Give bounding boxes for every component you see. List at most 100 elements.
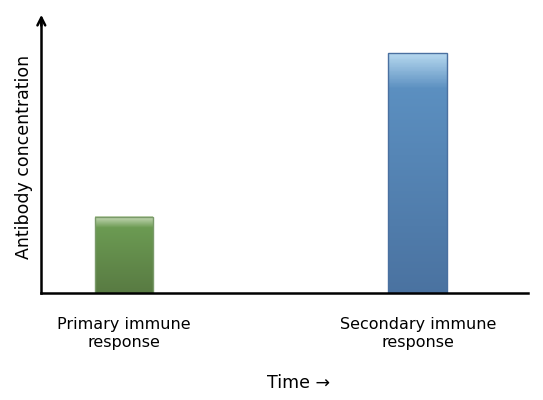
Bar (388, 124, 447, 125)
Bar (94, 239, 153, 240)
Bar (94, 292, 153, 293)
Bar (388, 191, 447, 192)
Bar (388, 190, 447, 191)
Bar (388, 168, 447, 169)
Bar (94, 220, 153, 221)
Bar (388, 184, 447, 185)
Bar (94, 234, 153, 235)
Bar (388, 159, 447, 160)
Bar (388, 79, 447, 80)
Bar (388, 175, 447, 176)
Bar (94, 233, 153, 234)
Bar (388, 286, 447, 287)
Bar (94, 256, 153, 257)
Bar (388, 205, 447, 206)
Bar (94, 222, 153, 223)
Bar (94, 241, 153, 242)
Bar (94, 231, 153, 232)
Bar (94, 249, 153, 250)
Bar (94, 267, 153, 268)
Bar (94, 262, 153, 263)
Bar (94, 250, 153, 251)
Bar (94, 252, 153, 253)
Bar (388, 118, 447, 119)
Bar (388, 189, 447, 190)
Bar (388, 128, 447, 129)
Bar (94, 283, 153, 284)
Bar (388, 176, 447, 177)
Bar (388, 264, 447, 265)
Bar (94, 238, 153, 239)
Bar (388, 131, 447, 132)
Bar (94, 271, 153, 272)
Bar (388, 105, 447, 106)
Y-axis label: Antibody concentration: Antibody concentration (15, 54, 33, 259)
Bar (388, 252, 447, 253)
Bar (94, 292, 153, 293)
Bar (388, 239, 447, 240)
Bar (388, 289, 447, 290)
Bar (94, 251, 153, 252)
Bar (94, 229, 153, 230)
Bar (388, 84, 447, 85)
Bar (94, 256, 153, 257)
Bar (388, 201, 447, 202)
Bar (388, 273, 447, 274)
Bar (388, 171, 447, 172)
Bar (388, 233, 447, 234)
Bar (388, 60, 447, 61)
Bar (94, 288, 153, 289)
Bar (94, 275, 153, 276)
Bar (388, 292, 447, 293)
Bar (388, 58, 447, 59)
Bar (94, 244, 153, 245)
Bar (388, 246, 447, 247)
Bar (94, 238, 153, 239)
Bar (94, 271, 153, 272)
Bar (94, 278, 153, 279)
Bar (388, 115, 447, 116)
Bar (388, 218, 447, 219)
Bar (388, 150, 447, 151)
Bar (388, 212, 447, 213)
Bar (94, 262, 153, 263)
Bar (94, 250, 153, 251)
Bar (388, 253, 447, 254)
Bar (388, 165, 447, 166)
Bar (388, 192, 447, 193)
Bar (388, 93, 447, 94)
Bar (388, 198, 447, 199)
Bar (94, 266, 153, 267)
Bar (388, 155, 447, 156)
Bar (388, 163, 447, 164)
Bar (388, 57, 447, 58)
Bar (388, 56, 447, 57)
Bar (388, 255, 447, 256)
Bar (388, 161, 447, 162)
Bar (94, 221, 153, 222)
Bar (388, 54, 447, 55)
Bar (94, 284, 153, 285)
Bar (388, 59, 447, 60)
Bar (94, 218, 153, 219)
Bar (388, 134, 447, 135)
Bar (94, 224, 153, 225)
Bar (388, 254, 447, 255)
Bar (94, 228, 153, 229)
Bar (94, 232, 153, 233)
Bar (388, 247, 447, 248)
Bar (388, 61, 447, 62)
Bar (94, 252, 153, 253)
Bar (388, 183, 447, 184)
Bar (388, 214, 447, 215)
Bar (388, 142, 447, 143)
Bar (94, 251, 153, 252)
Bar (388, 87, 447, 88)
Bar (388, 197, 447, 198)
Bar (388, 207, 447, 208)
Bar (94, 222, 153, 223)
Bar (388, 199, 447, 200)
Bar (94, 244, 153, 245)
Bar (388, 256, 447, 257)
Bar (388, 83, 447, 84)
